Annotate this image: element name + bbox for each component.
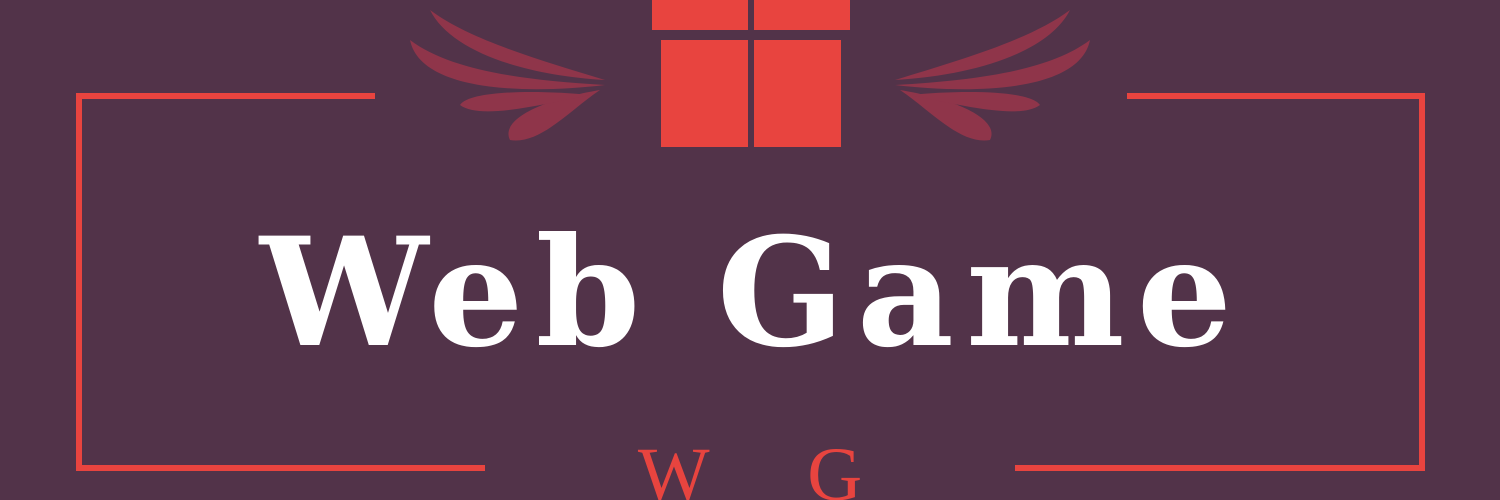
left-leaves	[410, 10, 605, 141]
right-leaves	[895, 10, 1090, 141]
frame	[76, 93, 1425, 471]
gift-ribbon	[652, 0, 850, 147]
title: Web Game	[258, 205, 1244, 381]
subtitle: W G	[638, 433, 902, 500]
